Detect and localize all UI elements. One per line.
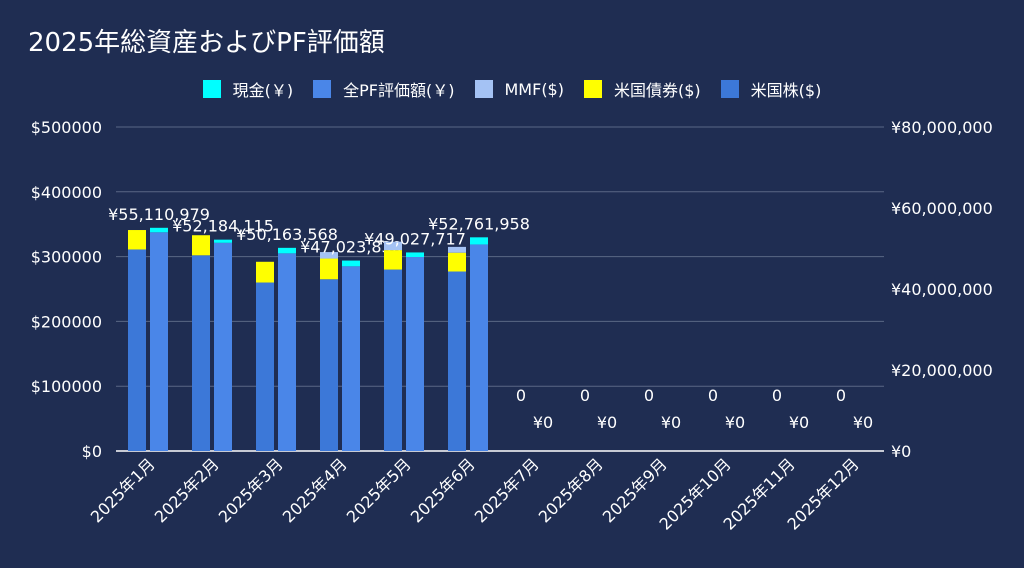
bar-usd-segment: [128, 249, 146, 451]
bar-usd-segment: [320, 279, 338, 451]
x-axis-tick-label: 2025年2月: [151, 454, 223, 526]
left-axis-tick-label: $400000: [31, 183, 102, 202]
usd-data-label: 0: [644, 386, 654, 405]
left-axis-tick-label: $500000: [31, 118, 102, 137]
bar-jpy-segment: [214, 239, 232, 243]
legend-swatch: [474, 80, 493, 98]
jpy-total-label: ¥49,027,717: [364, 229, 466, 248]
x-axis-tick-label: 2025年8月: [535, 454, 607, 526]
legend-item: 米国債券($): [583, 78, 701, 100]
chart-title: 2025年総資産およびPF評価額: [28, 28, 385, 58]
bar-usd-segment: [128, 230, 146, 250]
x-axis-tick-label: 2025年3月: [215, 454, 287, 526]
bar-usd-segment: [320, 252, 338, 259]
legend-swatch: [313, 80, 332, 98]
bar-usd-segment: [256, 261, 274, 283]
legend: 現金(￥) 全PF評価額(￥) MMF($) 米国債券($) 米国株($): [0, 78, 1024, 100]
usd-data-label: 0: [708, 386, 718, 405]
legend-label: 米国債券($): [613, 81, 701, 100]
right-axis-tick-label: ¥0: [891, 442, 911, 461]
x-axis-tick-label: 2025年5月: [343, 454, 415, 526]
left-axis-tick-label: $300000: [31, 248, 102, 267]
jpy-total-label: ¥0: [661, 413, 681, 432]
bar-usd-segment: [256, 282, 274, 451]
usd-data-label: 0: [772, 386, 782, 405]
bar-usd-segment: [448, 252, 466, 272]
jpy-total-label: ¥0: [789, 413, 809, 432]
x-axis-tick-label: 2025年1月: [87, 454, 159, 526]
left-axis-tick-label: $0: [82, 442, 102, 461]
jpy-total-label: ¥47,023,830: [300, 238, 402, 257]
jpy-total-label: ¥52,761,958: [428, 214, 530, 233]
legend-item: 現金(￥): [202, 78, 294, 100]
bar-usd-segment: [192, 235, 210, 256]
bar-jpy-segment: [342, 266, 360, 451]
legend-label: MMF($): [504, 79, 564, 99]
usd-data-label: 0: [836, 386, 846, 405]
legend-swatch: [583, 80, 602, 98]
left-axis-tick-label: $100000: [31, 377, 102, 396]
right-axis-tick-label: ¥80,000,000: [891, 118, 993, 137]
usd-data-label: 0: [580, 386, 590, 405]
legend-item: 米国株($): [720, 78, 822, 100]
right-axis-tick-label: ¥20,000,000: [891, 361, 993, 380]
bar-jpy-segment: [278, 247, 296, 254]
jpy-total-label: ¥0: [597, 413, 617, 432]
legend-label: 現金(￥): [232, 81, 294, 100]
legend-item: 全PF評価額(￥): [313, 78, 455, 100]
jpy-total-label: ¥55,110,979: [108, 205, 210, 224]
x-axis-tick-label: 2025年7月: [471, 454, 543, 526]
legend-item: MMF($): [474, 78, 564, 100]
bar-usd-segment: [384, 269, 402, 451]
bar-jpy-segment: [406, 252, 424, 258]
bar-jpy-segment: [342, 260, 360, 267]
right-axis-tick-label: ¥60,000,000: [891, 199, 993, 218]
legend-swatch: [720, 80, 739, 98]
bar-usd-segment: [448, 271, 466, 451]
right-axis-tick-label: ¥40,000,000: [891, 280, 993, 299]
x-axis-tick-label: 2025年4月: [279, 454, 351, 526]
bar-jpy-segment: [470, 237, 488, 245]
jpy-total-label: ¥0: [533, 413, 553, 432]
bar-jpy-segment: [214, 242, 232, 451]
legend-label: 米国株($): [750, 81, 822, 100]
jpy-total-label: ¥0: [853, 413, 873, 432]
bar-jpy-segment: [150, 227, 168, 233]
bar-jpy-segment: [470, 244, 488, 451]
bar-usd-segment: [320, 258, 338, 280]
jpy-total-label: ¥50,163,568: [236, 225, 338, 244]
x-axis-tick-label: 2025年6月: [407, 454, 479, 526]
bar-usd-segment: [192, 255, 210, 451]
bar-jpy-segment: [406, 257, 424, 451]
bar-jpy-segment: [150, 232, 168, 451]
usd-data-label: 0: [516, 386, 526, 405]
legend-label: 全PF評価額(￥): [343, 81, 455, 100]
jpy-total-label: ¥52,184,115: [172, 217, 274, 236]
bar-usd-segment: [384, 250, 402, 270]
bar-usd-segment: [448, 246, 466, 253]
legend-swatch: [202, 80, 221, 98]
bar-jpy-segment: [278, 253, 296, 451]
bar-usd-segment: [384, 241, 402, 251]
left-axis-tick-label: $200000: [31, 312, 102, 331]
jpy-total-label: ¥0: [725, 413, 745, 432]
